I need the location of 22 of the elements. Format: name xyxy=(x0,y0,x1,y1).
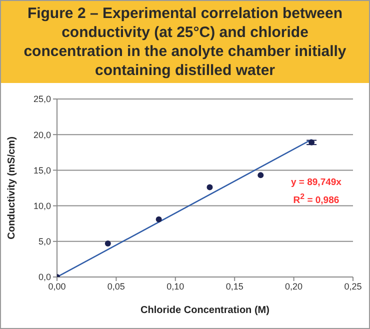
x-tick-label: 0,00 xyxy=(48,281,66,292)
point xyxy=(308,139,315,146)
point xyxy=(206,184,213,190)
point xyxy=(104,240,111,247)
x-tick-label: 0,20 xyxy=(285,281,303,292)
y-tick-label: 15,0 xyxy=(33,165,51,176)
y-tick-label: 25,0 xyxy=(33,94,51,104)
y-tick-label: 5,0 xyxy=(38,236,51,247)
chart-title: Figure 2 – Experimental correlation between conductivity (at 25°C) and chloride concentration in the anolyte chamber initially containing distilled water xyxy=(1,1,369,83)
annotation: y = 89,749x xyxy=(291,176,342,190)
x-tick-label: 0,25 xyxy=(344,281,362,292)
x-tick-label: 0,15 xyxy=(226,281,244,292)
x-tick-label: 0,05 xyxy=(107,281,125,292)
y-tick-label: 10,0 xyxy=(33,200,51,211)
annotation: R$^{2}$ = 0,986 xyxy=(292,191,340,208)
point xyxy=(156,216,162,222)
y-axis-title: Conductivity (mS/cm) xyxy=(6,136,18,240)
y-tick-label: 0,0 xyxy=(38,272,51,282)
y-tick-label: 20,0 xyxy=(33,130,51,140)
x-axis-title: Chloride Concentration (M) xyxy=(140,305,270,316)
x-tick-label: 0,10 xyxy=(166,281,184,292)
point xyxy=(258,172,264,178)
